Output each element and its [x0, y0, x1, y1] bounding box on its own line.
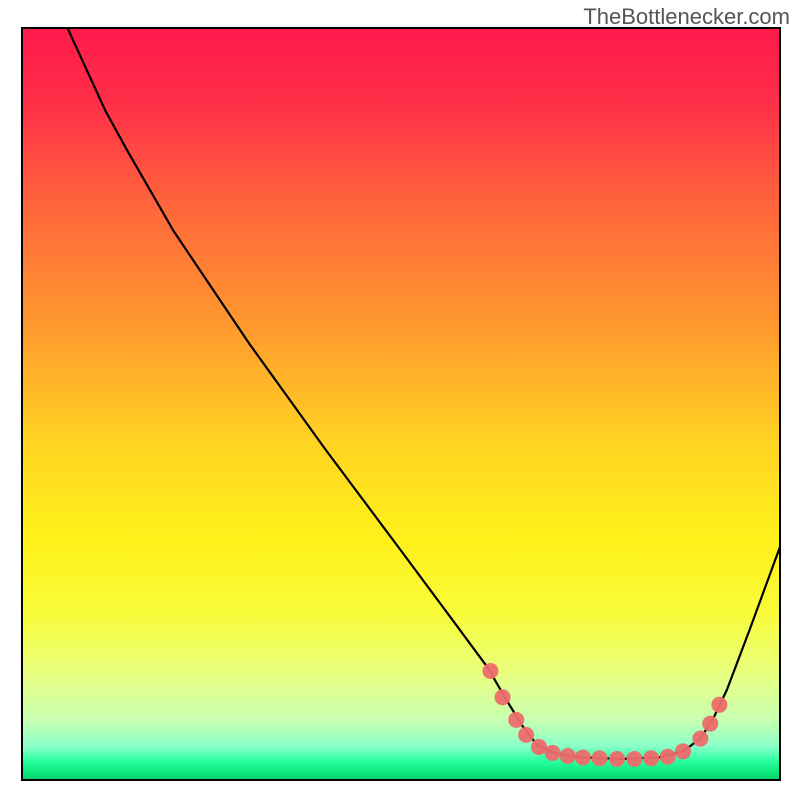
optimal-marker	[575, 749, 591, 765]
chart-svg	[0, 0, 800, 800]
optimal-marker	[675, 743, 691, 759]
watermark-label: TheBottlenecker.com	[583, 4, 790, 30]
optimal-marker	[660, 749, 676, 765]
chart-background	[22, 28, 780, 780]
optimal-marker	[482, 663, 498, 679]
optimal-marker	[692, 731, 708, 747]
optimal-marker	[508, 712, 524, 728]
optimal-marker	[626, 751, 642, 767]
optimal-marker	[531, 739, 547, 755]
optimal-marker	[518, 727, 534, 743]
optimal-marker	[609, 751, 625, 767]
optimal-marker	[643, 750, 659, 766]
optimal-marker	[592, 750, 608, 766]
optimal-marker	[495, 689, 511, 705]
bottleneck-chart	[0, 0, 800, 800]
optimal-marker	[711, 697, 727, 713]
optimal-marker	[545, 745, 561, 761]
optimal-marker	[560, 748, 576, 764]
optimal-marker	[702, 716, 718, 732]
